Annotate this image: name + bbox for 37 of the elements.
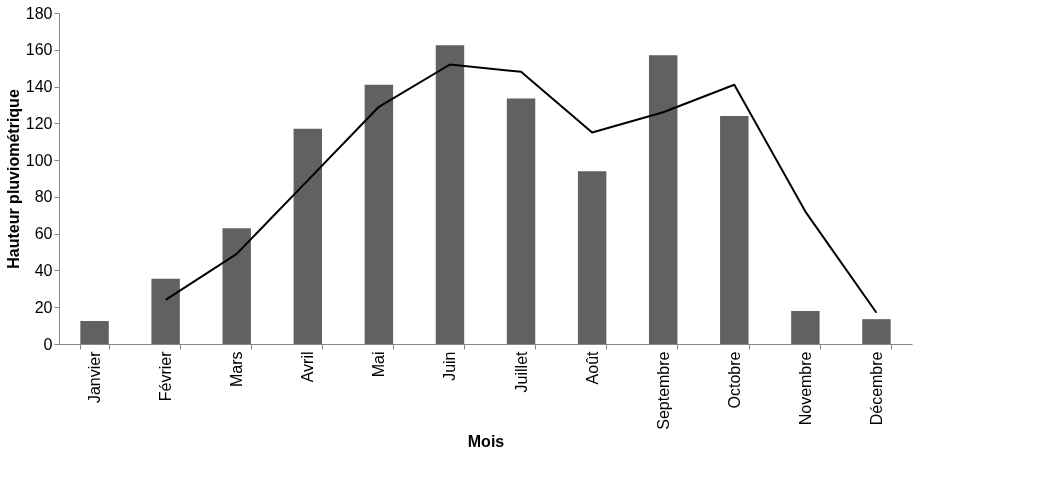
x-tick-label: Mai bbox=[370, 351, 388, 378]
bar bbox=[720, 115, 749, 344]
y-tick-label: 40 bbox=[34, 261, 53, 279]
y-tick-label: 20 bbox=[34, 298, 53, 316]
y-tick-label: 120 bbox=[25, 114, 53, 132]
y-tick-label: 160 bbox=[25, 41, 53, 59]
y-tick-label: 100 bbox=[25, 151, 53, 169]
y-axis-title: Hauteur pluviométrique bbox=[4, 89, 22, 269]
x-tick-label: Septembre bbox=[654, 351, 672, 430]
bar bbox=[364, 84, 394, 344]
x-tick-label: Janvier bbox=[86, 350, 104, 404]
y-tick-label: 60 bbox=[34, 225, 53, 243]
x-tick-label: Novembre bbox=[796, 351, 814, 426]
bar bbox=[80, 321, 109, 344]
x-tick-label: Février bbox=[157, 350, 175, 402]
x-tick-label: Juillet bbox=[512, 350, 530, 393]
x-tick-label: Octobre bbox=[725, 351, 743, 409]
bar bbox=[435, 45, 465, 344]
y-tick-label: 140 bbox=[25, 78, 53, 96]
bar bbox=[506, 98, 536, 344]
x-tick-label: Juin bbox=[441, 351, 459, 381]
y-tick-label: 180 bbox=[25, 4, 53, 22]
bar bbox=[151, 278, 180, 344]
bar bbox=[862, 319, 891, 344]
line-series bbox=[164, 63, 878, 314]
y-tick-label: 80 bbox=[34, 188, 53, 206]
x-tick-label: Mars bbox=[228, 351, 246, 388]
bar bbox=[577, 171, 607, 344]
bar bbox=[222, 228, 251, 344]
bar bbox=[648, 55, 678, 344]
x-tick-label: Août bbox=[583, 350, 601, 385]
x-axis-title: Mois bbox=[467, 432, 505, 450]
x-tick-label: Avril bbox=[299, 351, 317, 383]
bar bbox=[293, 128, 323, 344]
x-tick-label: Décembre bbox=[867, 351, 885, 426]
bar bbox=[791, 310, 820, 344]
y-tick-label: 0 bbox=[43, 335, 53, 353]
